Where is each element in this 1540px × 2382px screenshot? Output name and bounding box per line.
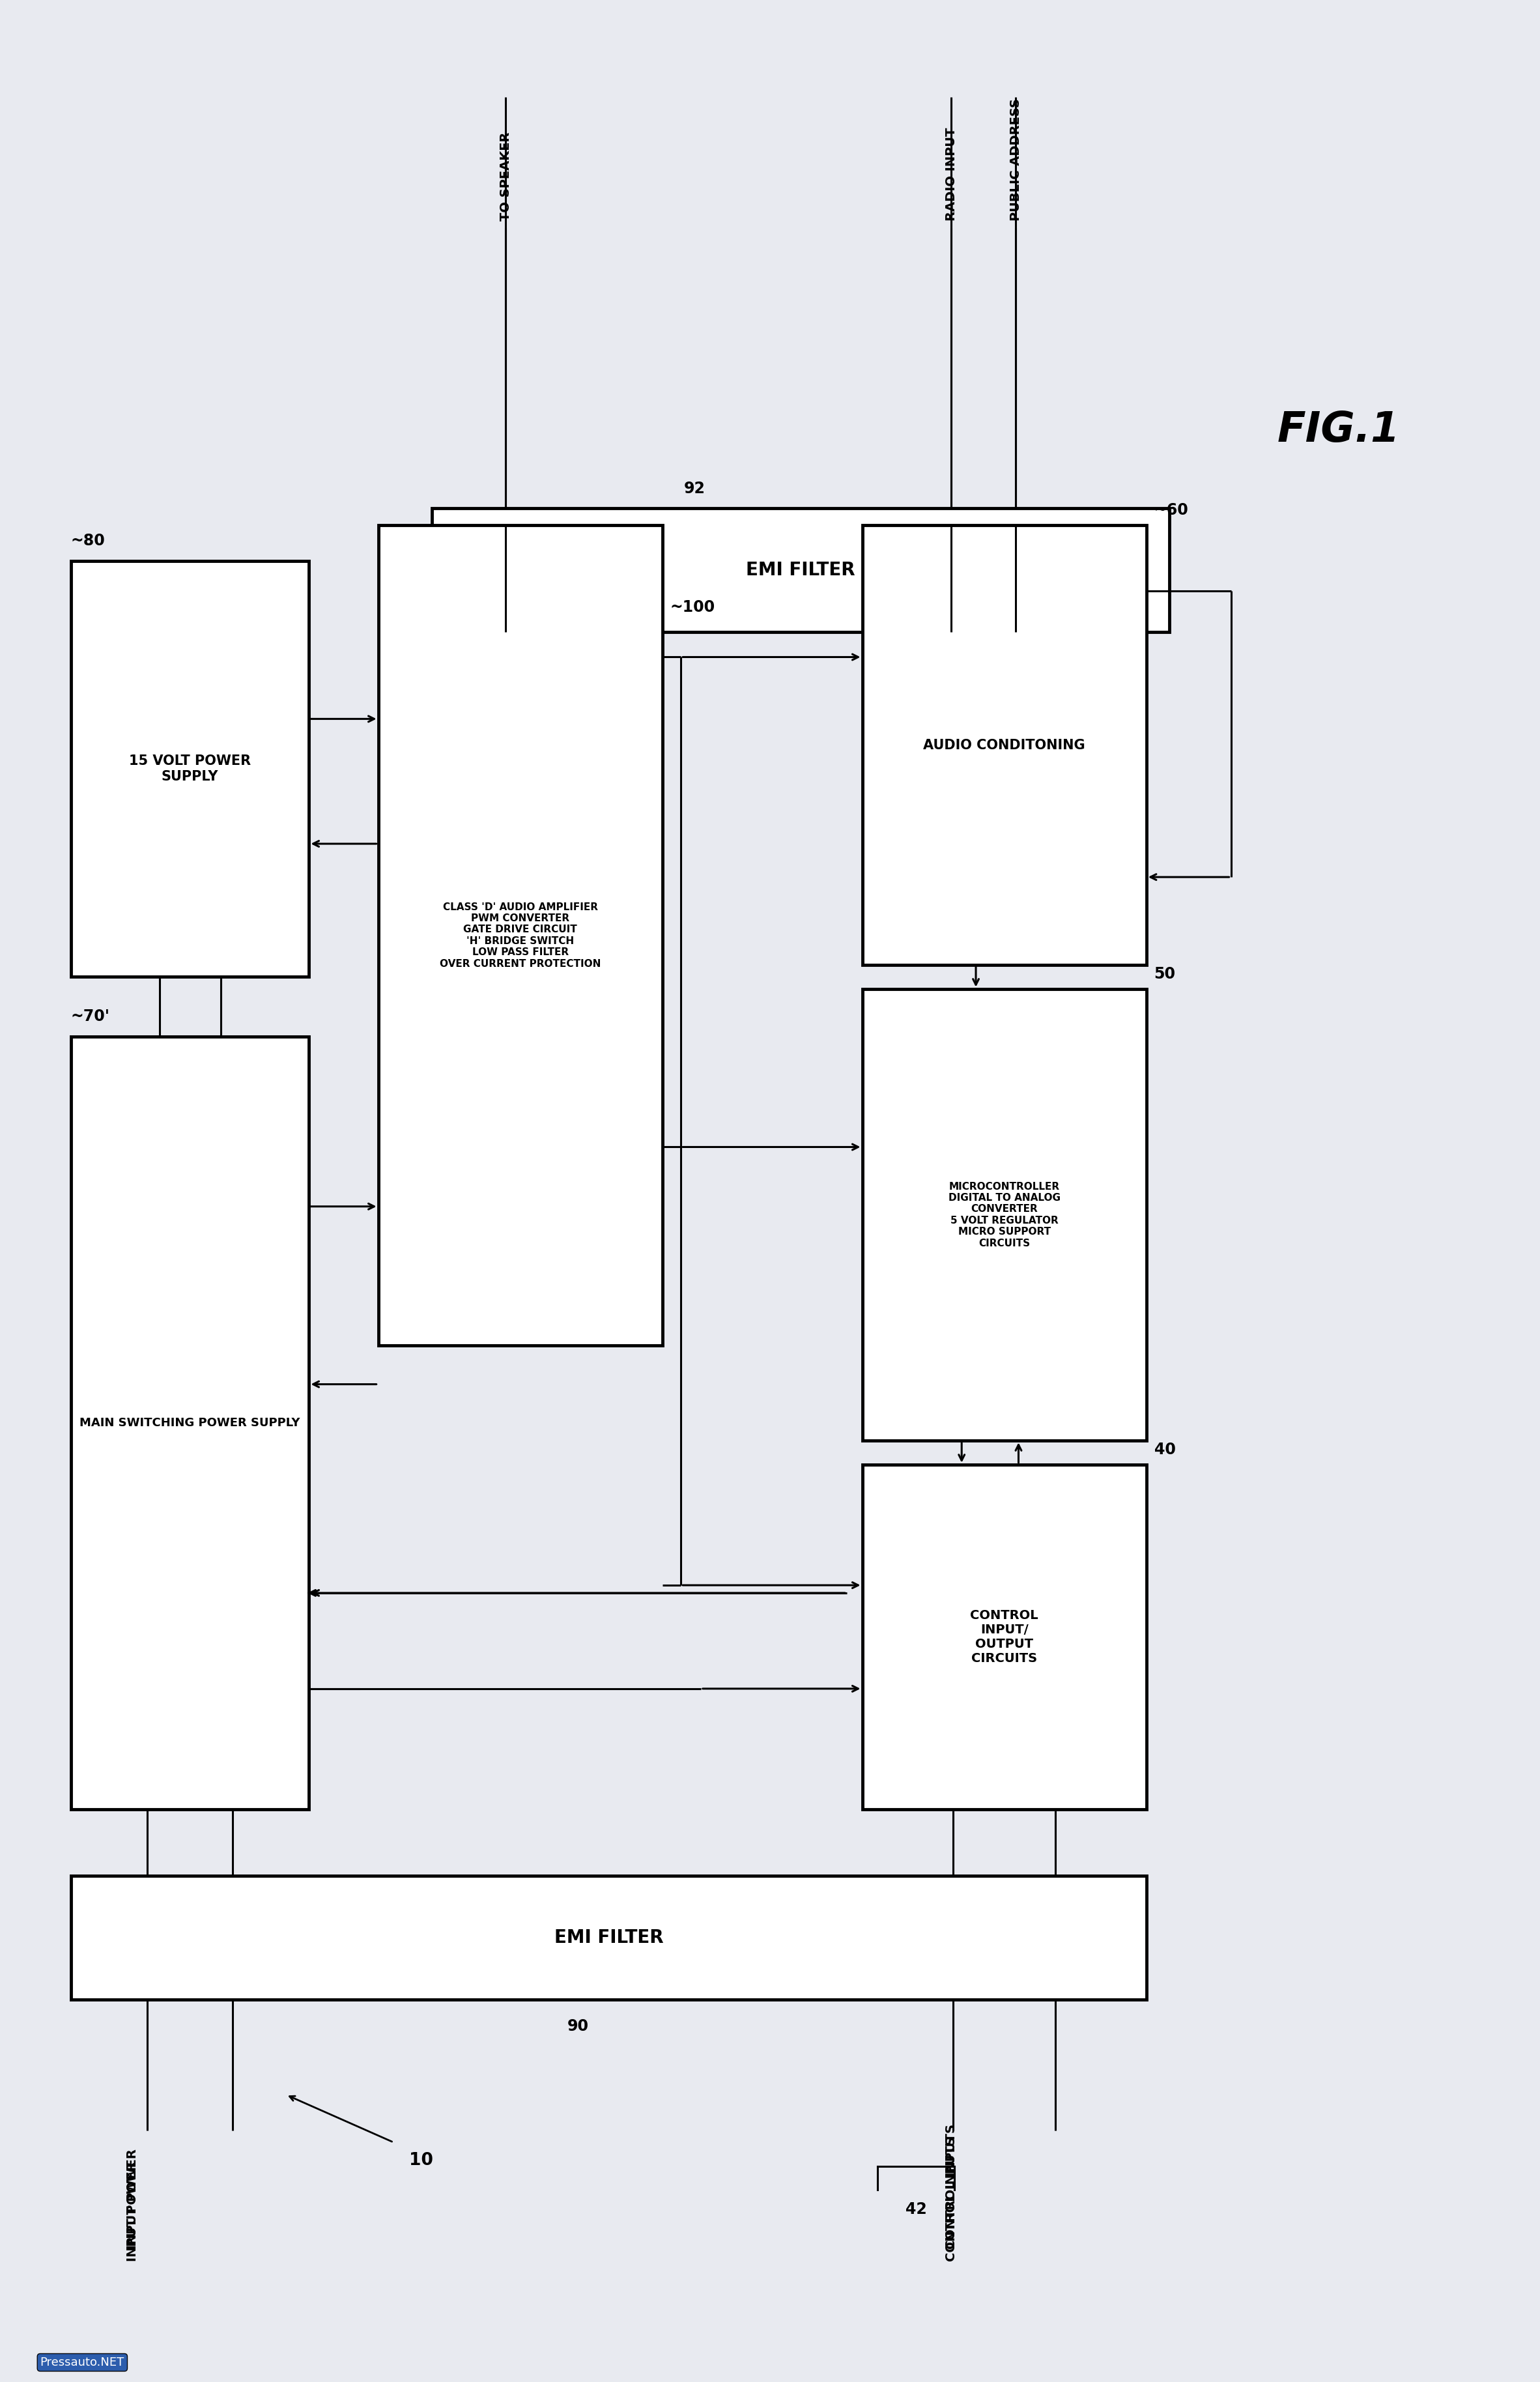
Text: MICROCONTROLLER
DIGITAL TO ANALOG
CONVERTER
5 VOLT REGULATOR
MICRO SUPPORT
CIRCU: MICROCONTROLLER DIGITAL TO ANALOG CONVER…	[949, 1181, 1061, 1248]
Text: 10: 10	[410, 2151, 433, 2168]
Bar	[71, 1877, 1146, 1998]
Text: CLASS 'D' AUDIO AMPLIFIER
PWM CONVERTER
GATE DRIVE CIRCUIT
'H' BRIDGE SWITCH
LOW: CLASS 'D' AUDIO AMPLIFIER PWM CONVERTER …	[440, 903, 601, 969]
Text: Pressauto.NET: Pressauto.NET	[40, 2356, 125, 2368]
Text: 42: 42	[906, 2201, 927, 2218]
Bar	[379, 524, 662, 1346]
Text: FIG.1: FIG.1	[1277, 410, 1400, 450]
Bar	[862, 1465, 1146, 1810]
Text: INPUT POWER: INPUT POWER	[126, 2160, 139, 2261]
Text: INPUT POWER: INPUT POWER	[126, 2149, 139, 2249]
Text: 15 VOLT POWER
SUPPLY: 15 VOLT POWER SUPPLY	[129, 755, 251, 784]
Text: ~60: ~60	[1153, 503, 1189, 517]
Text: TO SPEAKER: TO SPEAKER	[499, 131, 511, 222]
Text: CONTROL
INPUT/
OUTPUT
CIRCUITS: CONTROL INPUT/ OUTPUT CIRCUITS	[970, 1610, 1038, 1665]
Text: 50: 50	[1153, 967, 1175, 981]
Bar	[862, 524, 1146, 965]
Text: EMI FILTER: EMI FILTER	[554, 1929, 664, 1946]
Text: EMI FILTER: EMI FILTER	[745, 562, 855, 579]
Text: 40: 40	[1153, 1441, 1175, 1458]
Text: CONTROL INPUTS: CONTROL INPUTS	[946, 2125, 958, 2249]
Text: RADIO INPUT: RADIO INPUT	[946, 126, 958, 222]
Text: 92: 92	[684, 481, 705, 495]
Text: ~70': ~70'	[71, 1010, 109, 1024]
Bar	[71, 1036, 310, 1810]
Bar	[862, 989, 1146, 1441]
Text: 90: 90	[567, 2018, 588, 2034]
Text: PUBLIC ADDRESS: PUBLIC ADDRESS	[1010, 98, 1023, 222]
Text: MAIN SWITCHING POWER SUPPLY: MAIN SWITCHING POWER SUPPLY	[80, 1417, 300, 1429]
Text: ~100: ~100	[670, 600, 715, 615]
Text: AUDIO CONDITONING: AUDIO CONDITONING	[924, 738, 1086, 753]
Text: CONTROL INPUTS: CONTROL INPUTS	[946, 2137, 958, 2261]
Bar	[71, 560, 310, 977]
Text: ~80: ~80	[71, 534, 105, 548]
Bar	[433, 507, 1169, 631]
